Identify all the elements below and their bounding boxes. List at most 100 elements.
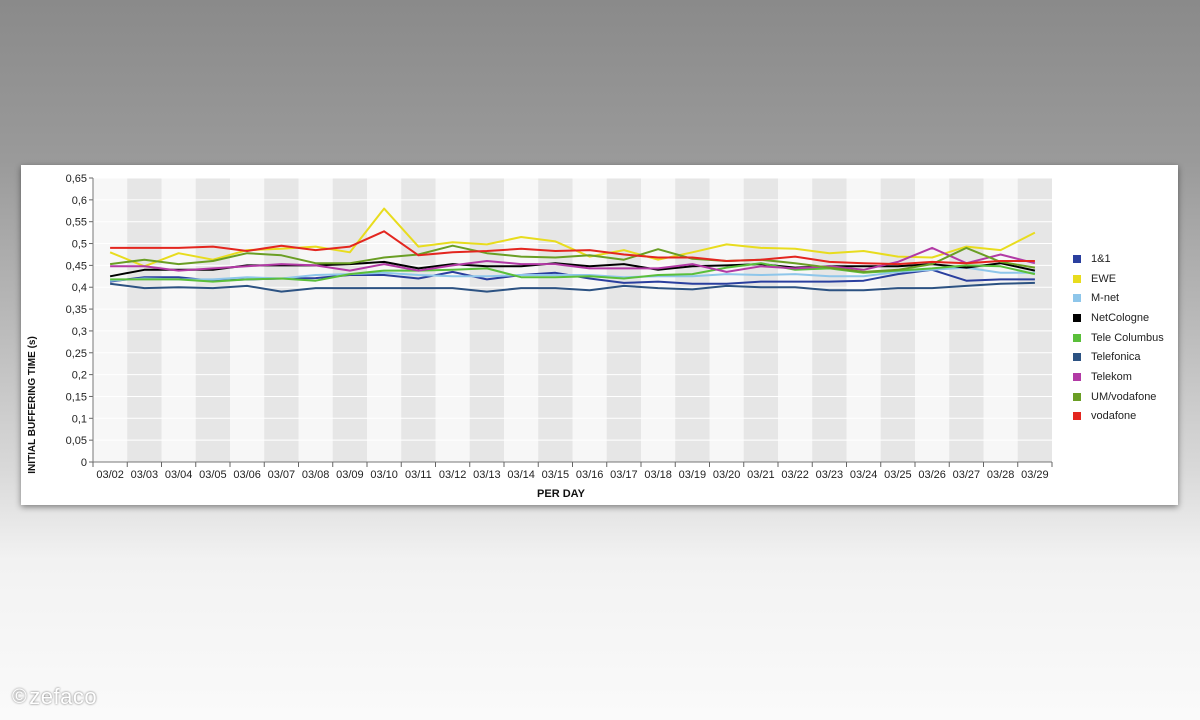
x-tick-label: 03/08 [302,469,330,481]
y-tick-label: 0,55 [66,217,87,229]
y-tick-label: 0,45 [66,260,87,272]
x-tick-label: 03/16 [576,469,604,481]
series-line-telefonica [109,281,1035,293]
category-band [469,178,504,462]
category-band [880,178,915,462]
x-tick-label: 03/25 [884,469,912,481]
y-tick-label: 0 [81,457,87,469]
legend-label: Tele Columbus [1091,331,1164,344]
legend-swatch [1073,294,1081,303]
x-tick-label: 03/15 [542,469,570,481]
x-tick-label: 03/13 [473,469,501,481]
chart-legend: 1&1 EWE M-net NetCologne Tele Columbus Telefo… [1073,249,1183,426]
legend-label: Telefonica [1091,351,1141,364]
legend-label: EWE [1091,272,1117,285]
x-tick-label: 03/19 [679,469,707,481]
watermark: © zefaco [12,684,97,710]
x-tick-label: 03/12 [439,469,467,481]
legend-swatch [1073,412,1081,421]
category-band [675,178,710,462]
x-tick-label: 03/09 [336,469,364,481]
x-tick-label: 03/21 [747,469,775,481]
category-band [743,178,778,462]
copyright-symbol: © [12,685,28,708]
x-tick-label: 03/23 [816,469,844,481]
legend-item-vodafone[interactable]: vodafone [1073,407,1183,427]
legend-item-1-1[interactable]: 1&1 [1073,249,1183,269]
y-tick-label: 0,2 [72,370,87,382]
x-tick-label: 03/10 [370,469,398,481]
legend-label: NetCologne [1091,311,1150,324]
x-tick-label: 03/02 [96,469,124,481]
x-tick-label: 03/17 [610,469,638,481]
x-axis-label: PER DAY [537,488,586,500]
category-band [127,178,162,462]
category-band [949,178,984,462]
x-tick-label: 03/05 [199,469,227,481]
y-tick-label: 0,25 [66,348,87,360]
x-tick-label: 03/06 [233,469,261,481]
series-line-vodafone [110,230,1035,266]
y-tick-label: 0,15 [66,391,87,403]
y-tick-label: 0,65 [66,173,87,185]
legend-swatch [1073,372,1081,381]
category-band [264,178,299,462]
line-chart: 0 0,05 0,1 0,15 0,2 0,25 0,3 0,35 0,4 0,45 0,5 0,55… [27,173,1053,500]
legend-swatch [1073,313,1081,322]
series-lines [109,207,1036,293]
category-band [401,178,436,462]
y-tick-label: 0,3 [72,326,87,338]
x-tick-label: 03/14 [507,469,535,481]
legend-swatch [1073,392,1081,401]
category-band [195,178,230,462]
x-tick-label: 03/28 [987,469,1015,481]
legend-swatch [1073,333,1081,342]
category-band [606,178,641,462]
y-tick-label: 0,6 [72,195,87,207]
y-tick-label: 0,5 [72,239,87,251]
x-tick-label: 03/18 [644,469,672,481]
legend-item-telekom[interactable]: Telekom [1073,367,1183,387]
watermark-text: zefaco [29,684,98,709]
series-line-ewe [109,207,1036,268]
y-tick-labels: 0 0,05 0,1 0,15 0,2 0,25 0,3 0,35 0,4 0,45 0,5 0,55… [66,173,87,469]
legend-label: vodafone [1091,410,1137,423]
legend-label: 1&1 [1091,252,1111,265]
category-band [538,178,573,462]
y-tick-label: 0,35 [66,304,87,316]
legend-item-um-vodafone[interactable]: UM/vodafone [1073,387,1183,407]
category-band [1017,178,1052,462]
x-tick-label: 03/07 [268,469,296,481]
legend-swatch [1073,353,1081,362]
chart-card: 0 0,05 0,1 0,15 0,2 0,25 0,3 0,35 0,4 0,45 0,5 0,55… [21,165,1178,505]
x-tick-label: 03/22 [781,469,809,481]
x-tick-label: 03/20 [713,469,741,481]
legend-swatch [1073,274,1081,283]
y-tick-label: 0,1 [72,413,87,425]
series-line-um-vodafone [109,244,1036,273]
x-tick-label: 03/04 [165,469,193,481]
x-tick-label: 03/27 [953,469,981,481]
legend-label: UM/vodafone [1091,390,1157,403]
category-band [812,178,847,462]
series-line-m-net [110,266,1035,282]
y-tick-label: 0,4 [72,282,87,294]
legend-label: Telekom [1091,370,1132,383]
y-axis-label: INITIAL BUFFERING TIME (s) [27,336,38,474]
legend-item-ewe[interactable]: EWE [1073,269,1183,289]
legend-item-m-net[interactable]: M-net [1073,288,1183,308]
legend-label: M-net [1091,292,1120,305]
x-tick-label: 03/03 [131,469,159,481]
legend-item-netcologne[interactable]: NetCologne [1073,308,1183,328]
x-tick-label: 03/24 [850,469,878,481]
y-tick-label: 0,05 [66,435,87,447]
series-line-telekom [110,246,1036,273]
x-tick-label: 03/29 [1021,469,1049,481]
category-bands [93,178,1052,462]
legend-item-tele-columbus[interactable]: Tele Columbus [1073,328,1183,348]
x-tick-label: 03/11 [405,469,432,481]
legend-item-telefonica[interactable]: Telefonica [1073,347,1183,367]
x-tick-labels: 03/02 03/03 03/04 03/05 03/06 03/07 03/08 03/09… [92,462,1053,481]
x-tick-label: 03/26 [918,469,946,481]
category-band [332,178,367,462]
